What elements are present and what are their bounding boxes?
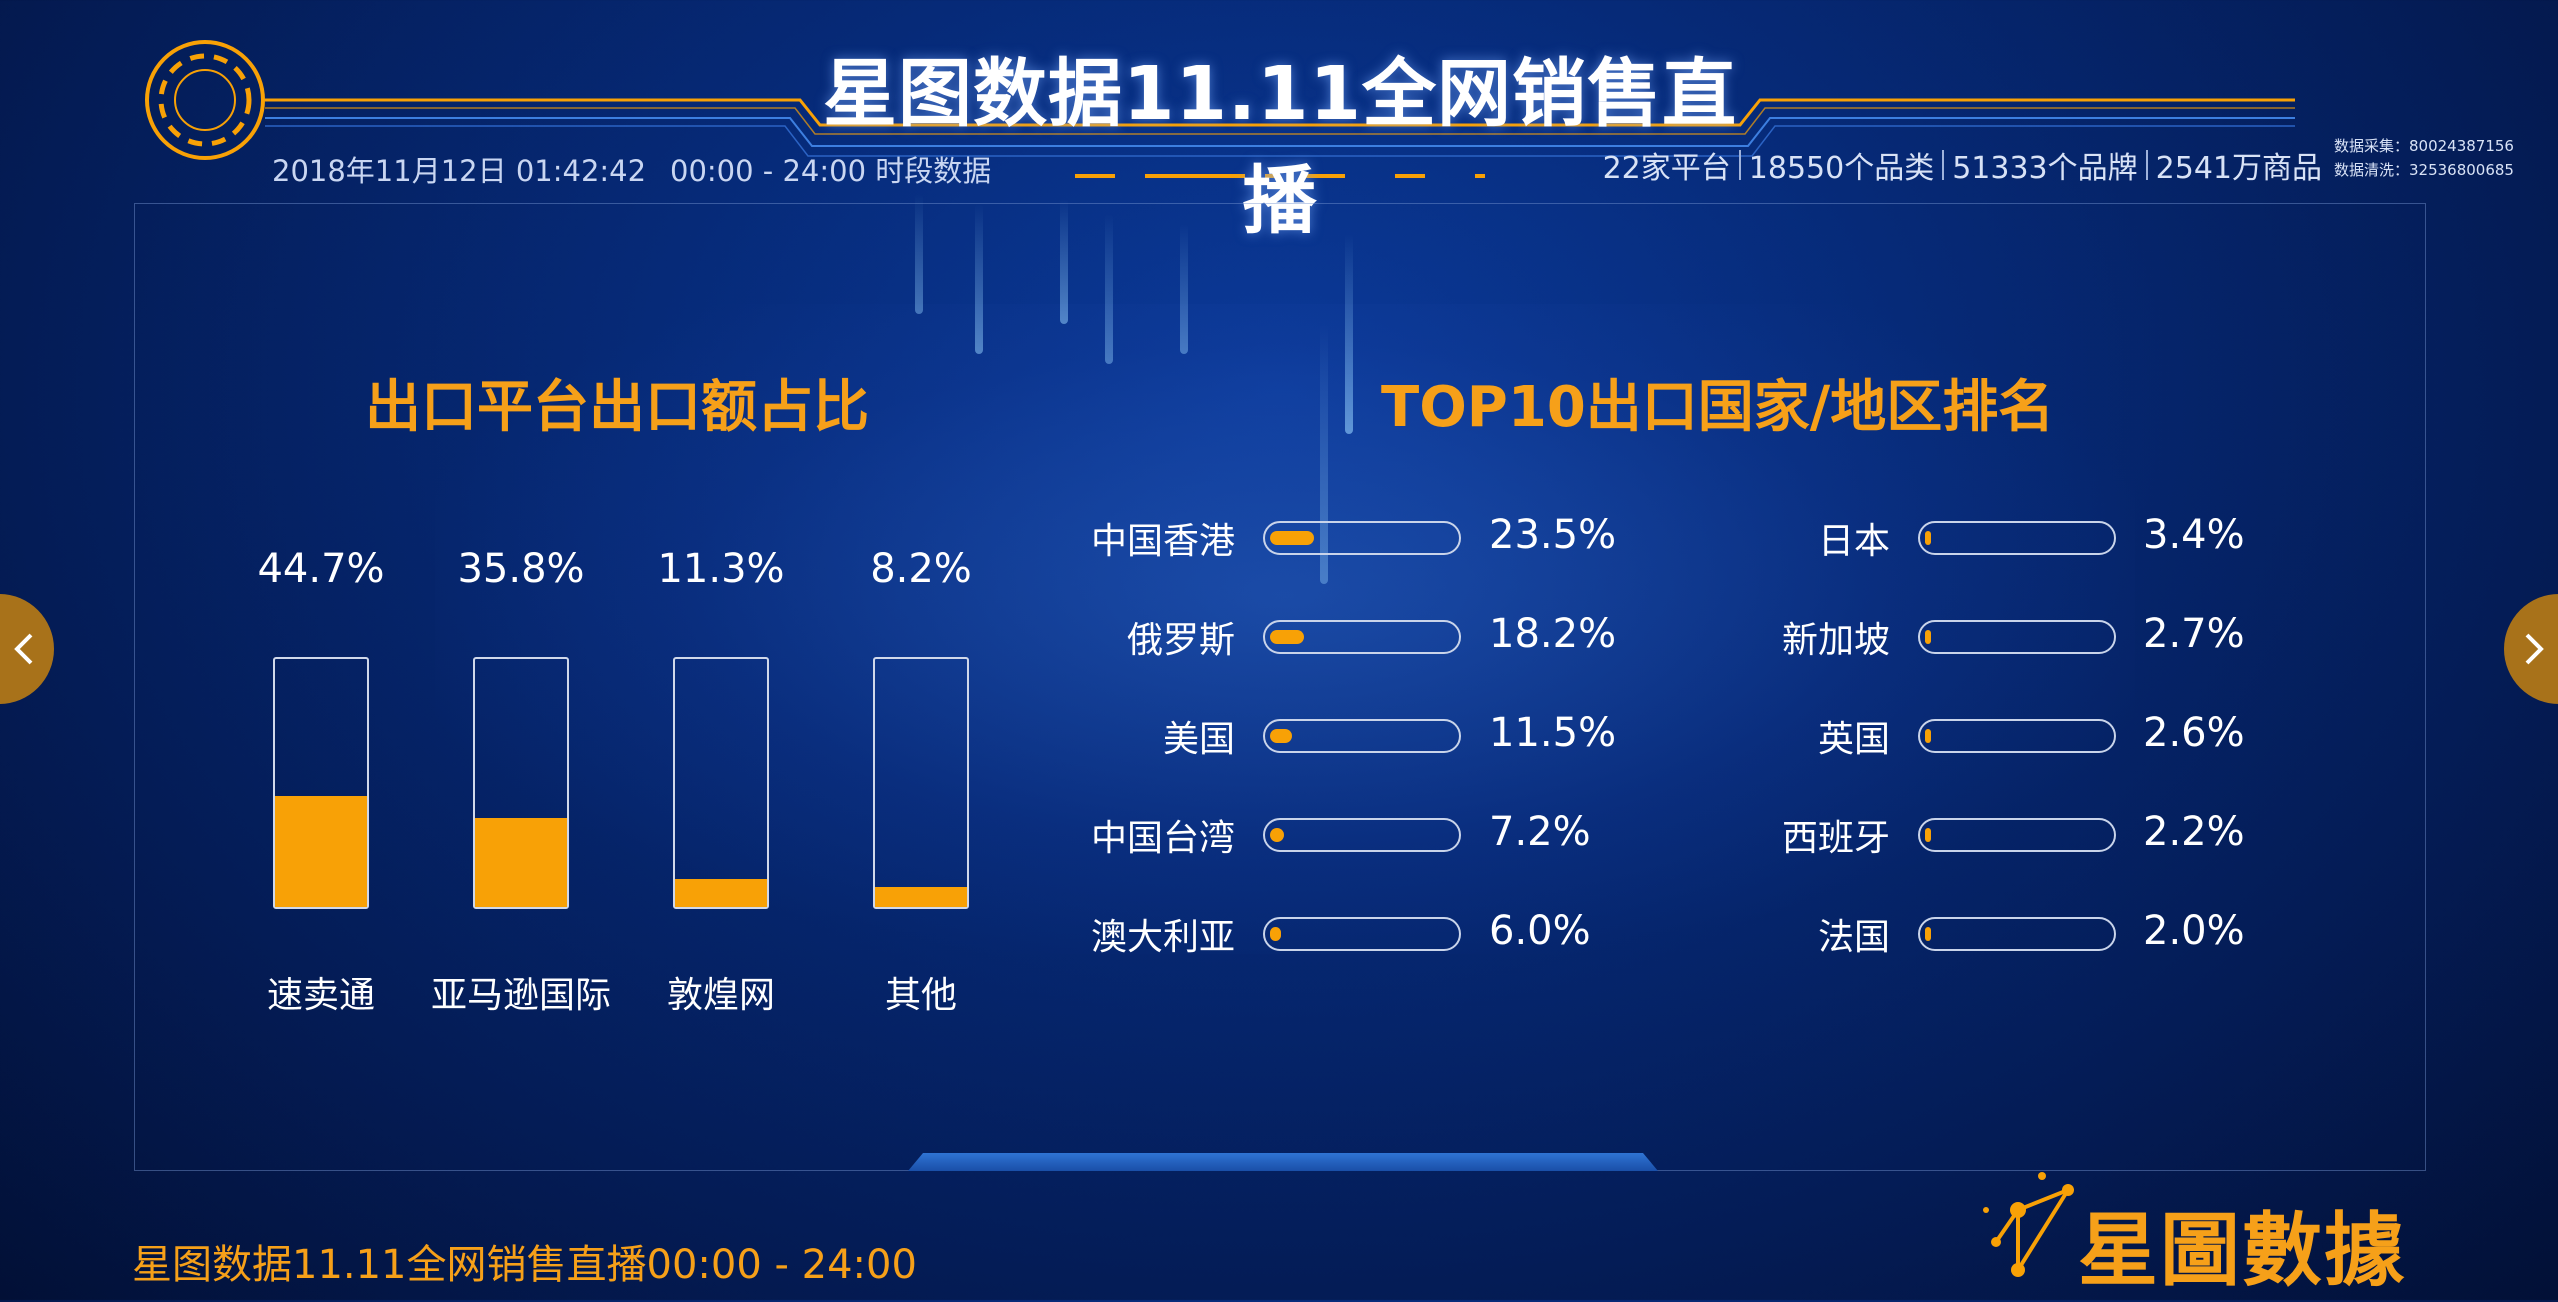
- stat-brands: 51333个品牌: [1952, 151, 2138, 186]
- ranking-value-label: 18.2%: [1489, 611, 1617, 657]
- ranking-value-label: 2.6%: [2143, 710, 2245, 756]
- ranking-value-label: 7.2%: [1489, 809, 1591, 855]
- ranking-bar-track: [1263, 917, 1461, 951]
- ranking-value-label: 23.5%: [1489, 512, 1617, 558]
- ranking-bar-fill: [1925, 531, 1931, 545]
- bar-category-label: 速卖通: [266, 975, 375, 1016]
- brand-logo: 星圖數據: [1978, 1170, 2448, 1297]
- brand-name: 星圖數據: [2078, 1204, 2406, 1297]
- header: 星图数据11.11全网销售直播 2018年11月12日 01:42:42 00:…: [0, 0, 2558, 244]
- panel-bottom-bar: [908, 1153, 1658, 1171]
- ranking-value-label: 2.0%: [2143, 908, 2245, 954]
- ranking-bar-fill: [1270, 630, 1304, 644]
- light-beam: [1060, 199, 1068, 324]
- stat-categories: 18550个品类: [1748, 151, 1935, 186]
- ranking-value-label: 3.4%: [2143, 512, 2245, 558]
- light-beam: [975, 204, 983, 354]
- ranking-bar-track: [1918, 917, 2116, 951]
- time-range-text: 00:00 - 24:00 时段数据: [670, 154, 992, 188]
- bar-value-label: 8.2%: [870, 546, 972, 592]
- next-slide-button[interactable]: [2504, 594, 2558, 704]
- ranking-country-label: 俄罗斯: [1126, 620, 1235, 661]
- ranking-bar-track: [1263, 818, 1461, 852]
- stat-divider: [1942, 150, 1945, 180]
- bar-category-label: 亚马逊国际: [430, 975, 611, 1016]
- ranking-bar-fill: [1270, 531, 1314, 545]
- stat-platforms: 22家平台: [1602, 151, 1731, 186]
- ranking-country-label: 日本: [1817, 521, 1890, 562]
- ranking-bar-track: [1263, 620, 1461, 654]
- bar-container: [673, 657, 769, 909]
- bar-fill: [875, 887, 967, 907]
- ranking-bar-fill: [1925, 927, 1931, 941]
- ranking-bar-fill: [1925, 630, 1931, 644]
- bar-value-label: 35.8%: [457, 546, 585, 592]
- ranking-value-label: 2.7%: [2143, 611, 2245, 657]
- ranking-value-label: 11.5%: [1489, 710, 1617, 756]
- top10-ranking-title: TOP10出口国家/地区排名: [1381, 375, 2055, 440]
- ranking-bar-track: [1263, 521, 1461, 555]
- data-source-info: 数据采集：80024387156 数据清洗：32536800685: [2334, 134, 2514, 182]
- bar-value-label: 44.7%: [257, 546, 385, 592]
- bar-fill: [275, 796, 367, 907]
- bar-container: [873, 657, 969, 909]
- light-beam: [1105, 214, 1113, 364]
- ranking-bar-track: [1918, 818, 2116, 852]
- light-beam: [915, 194, 923, 314]
- ranking-bar-fill: [1925, 729, 1931, 743]
- footer-caption: 星图数据11.11全网销售直播00:00 - 24:00: [132, 1242, 917, 1288]
- stat-divider: [2145, 150, 2148, 180]
- header-frame: [145, 40, 2295, 178]
- data-clean-text: 数据清洗：32536800685: [2334, 161, 2514, 179]
- bar-container: [273, 657, 369, 909]
- bar-fill: [475, 818, 567, 907]
- ranking-bar-track: [1918, 719, 2116, 753]
- light-beam: [1345, 234, 1353, 434]
- star-network-icon: [1983, 1172, 2074, 1277]
- ranking-bar-fill: [1925, 828, 1931, 842]
- ranking-bar-track: [1263, 719, 1461, 753]
- data-collect-text: 数据采集：80024387156: [2334, 137, 2514, 155]
- chevron-left-icon: [14, 633, 33, 665]
- bar-container: [473, 657, 569, 909]
- stat-products: 2541万商品: [2155, 151, 2322, 186]
- ranking-country-label: 英国: [1817, 719, 1890, 760]
- ranking-country-label: 澳大利亚: [1090, 917, 1235, 958]
- datetime-text: 2018年11月12日 01:42:42: [272, 154, 647, 188]
- ranking-bar-track: [1918, 620, 2116, 654]
- ranking-value-label: 2.2%: [2143, 809, 2245, 855]
- ranking-country-label: 西班牙: [1781, 818, 1890, 859]
- light-beam: [1320, 324, 1328, 584]
- page-title: 星图数据11.11全网销售直播: [822, 51, 1738, 244]
- ranking-bar-fill: [1270, 729, 1292, 743]
- bar-category-label: 敦煌网: [666, 975, 775, 1016]
- main-panel: 出口平台出口额占比 44.7% 速卖通 35.8% 亚马逊国际 11.3% 敦煌网 8.2%…: [134, 194, 2426, 1171]
- chevron-right-icon: [2525, 633, 2544, 665]
- stats-bar: 22家平台 18550个品类 51333个品牌 2541万商品: [1595, 143, 2330, 187]
- bar-category-label: 其他: [884, 975, 957, 1016]
- ranking-bar-fill: [1270, 927, 1281, 941]
- bar-fill: [675, 879, 767, 907]
- light-beam: [1180, 224, 1188, 354]
- ranking-bar-fill: [1270, 828, 1284, 842]
- export-platform-title: 出口平台出口额占比: [365, 375, 869, 440]
- ranking-country-label: 新加坡: [1781, 620, 1890, 661]
- ranking-country-label: 法国: [1817, 917, 1890, 958]
- bar-value-label: 11.3%: [657, 546, 785, 592]
- ranking-bar-track: [1918, 521, 2116, 555]
- ranking-value-label: 6.0%: [1489, 908, 1591, 954]
- logo-emblem-icon: [145, 40, 265, 160]
- ranking-country-label: 美国: [1162, 719, 1235, 760]
- world-map-background: [435, 304, 2135, 954]
- ranking-country-label: 中国香港: [1090, 521, 1235, 562]
- ranking-country-label: 中国台湾: [1090, 818, 1235, 859]
- prev-slide-button[interactable]: [0, 594, 54, 704]
- stat-divider: [1738, 150, 1741, 180]
